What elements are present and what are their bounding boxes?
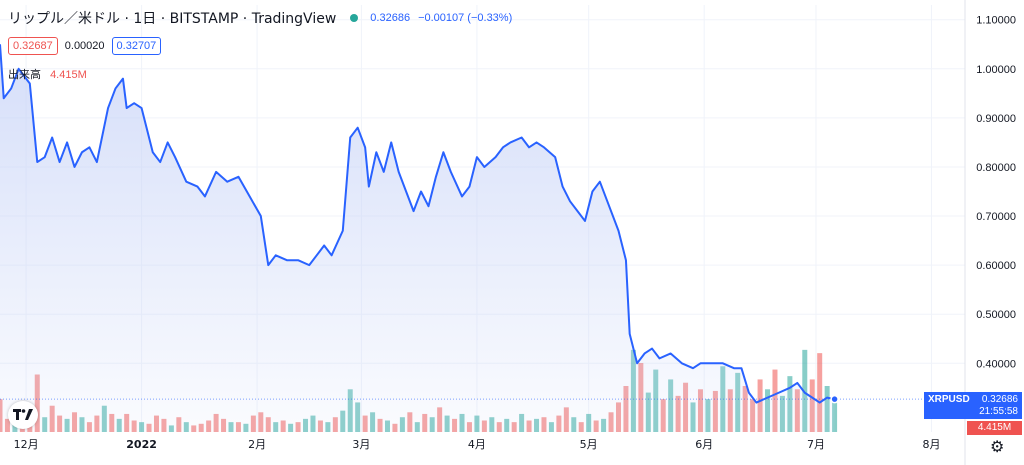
time-tick-label: 12月 <box>14 438 39 451</box>
time-tick-label: 7月 <box>807 438 825 451</box>
symbol-header: リップル／米ドル · 1日 · BITSTAMP · TradingView 0… <box>8 8 512 28</box>
time-tick-label: 4月 <box>468 438 486 451</box>
price-axis[interactable]: 1.10000 1.00000 0.90000 0.80000 0.70000 0.600… <box>976 15 1016 371</box>
last-price: 0.32686 <box>370 12 411 24</box>
spread-value: 0.00020 <box>64 40 105 52</box>
volume-bar <box>817 353 823 432</box>
time-axis[interactable]: 12月 2022 2月 3月 4月 5月 6月 7月 8月 <box>14 438 941 451</box>
volume-value: 4.415M <box>50 69 87 81</box>
price-tick-label: 0.60000 <box>976 260 1016 272</box>
price-tick-label: 0.80000 <box>976 162 1016 174</box>
tradingview-logo-icon[interactable] <box>8 401 38 429</box>
volume-axis-label: 4.415M <box>967 421 1022 435</box>
time-tick-label: 8月 <box>922 438 940 451</box>
price-tick-label: 0.50000 <box>976 309 1016 321</box>
time-tick-label: 2月 <box>248 438 266 451</box>
price-area <box>0 44 835 432</box>
sell-price-button[interactable]: 0.32687 <box>8 37 58 55</box>
symbol-title[interactable]: リップル／米ドル · 1日 · BITSTAMP · TradingView <box>8 11 337 27</box>
bid-ask-row: 0.32687 0.00020 0.32707 <box>8 37 162 55</box>
price-tick-label: 0.70000 <box>976 211 1016 223</box>
time-tick-label: 2022 <box>126 438 157 451</box>
time-tick-label: 6月 <box>695 438 713 451</box>
volume-legend[interactable]: 出来高 4.415M <box>8 66 87 82</box>
buy-price-button[interactable]: 0.32707 <box>111 37 162 55</box>
gear-icon[interactable]: ⚙ <box>990 439 1005 456</box>
price-tick-label: 1.10000 <box>976 15 1016 27</box>
price-tick-label: 1.00000 <box>976 64 1016 76</box>
last-price-label: XRPUSD 0.32686 21:55:58 <box>924 392 1022 420</box>
volume-bar <box>802 349 808 432</box>
price-label-value: 0.32686 <box>981 393 1018 405</box>
price-tick-label: 0.40000 <box>976 358 1016 370</box>
time-tick-label: 3月 <box>352 438 370 451</box>
price-line-path <box>0 44 835 404</box>
price-line <box>0 44 965 404</box>
bar-countdown: 21:55:58 <box>979 406 1018 418</box>
price-area-fill <box>0 44 835 432</box>
price-label-symbol: XRPUSD <box>928 393 970 405</box>
last-price-dot <box>830 394 839 404</box>
price-change: −0.00107 (−0.33%) <box>418 12 513 24</box>
volume-label: 出来高 <box>8 68 41 81</box>
market-status-icon <box>350 14 359 22</box>
tv-mark <box>13 409 33 420</box>
price-tick-label: 0.90000 <box>976 113 1016 125</box>
time-tick-label: 5月 <box>580 438 598 451</box>
